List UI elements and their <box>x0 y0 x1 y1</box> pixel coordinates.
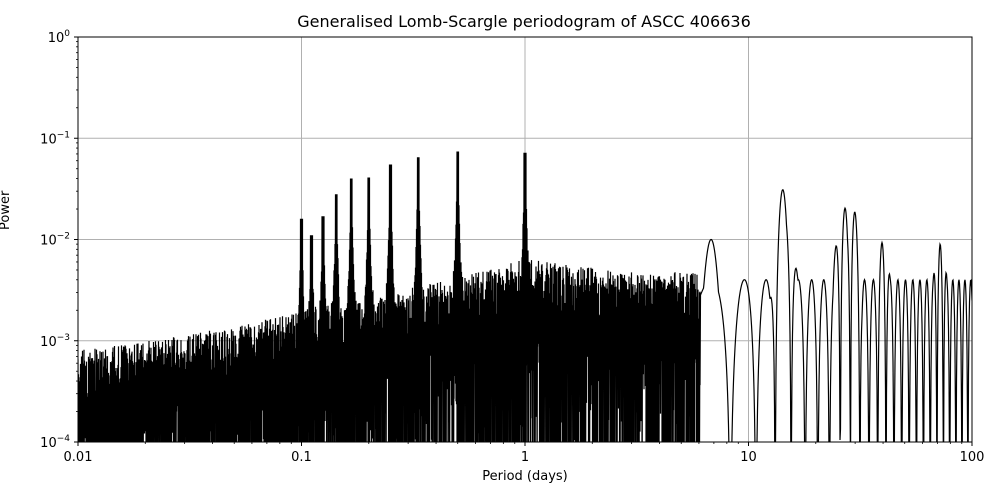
x-tick-label: 10 <box>740 450 757 465</box>
x-axis-label: Period (days) <box>482 469 568 484</box>
y-tick-label: 10−1 <box>40 130 70 147</box>
periodogram-line <box>78 151 972 442</box>
y-tick-label: 100 <box>48 29 71 46</box>
axis-ticks: 0.01 0.1 1 10 100 100 10−1 10−2 10−3 10−4 <box>40 29 984 465</box>
x-tick-label: 0.01 <box>64 450 93 465</box>
x-tick-label: 100 <box>960 450 985 465</box>
y-tick-label: 10−4 <box>40 434 70 451</box>
y-tick-label: 10−2 <box>40 232 70 249</box>
y-tick-label: 10−3 <box>40 333 70 350</box>
x-tick-label: 1 <box>521 450 529 465</box>
x-tick-label: 0.1 <box>291 450 312 465</box>
chart-title: Generalised Lomb-Scargle periodogram of … <box>297 12 751 31</box>
